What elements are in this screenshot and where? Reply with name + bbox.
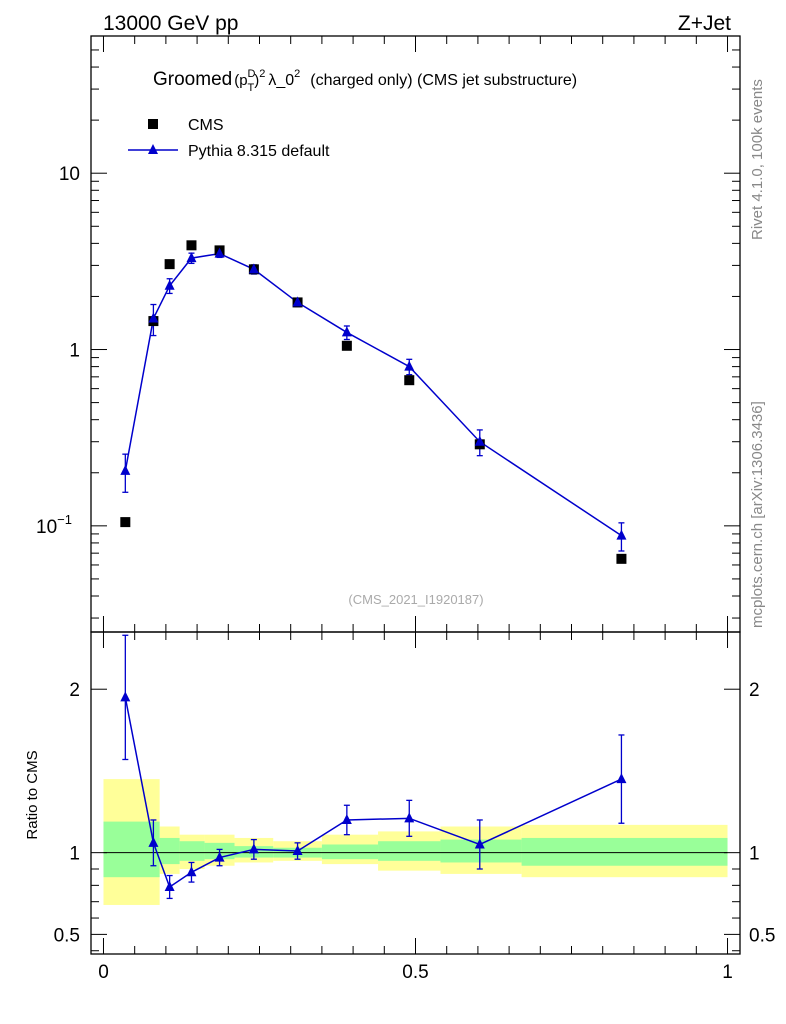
pythia-point [616, 529, 627, 540]
cms-point [404, 375, 415, 386]
ratio-point [148, 836, 159, 847]
ratio-band-inner [521, 837, 728, 866]
cms-point [164, 259, 175, 270]
legend-pythia-label: Pythia 8.315 default [188, 143, 330, 160]
ratio-ytick-label-right: 0.5 [749, 925, 775, 946]
ratio-point [404, 812, 415, 823]
ratio-xtick-label: 0.5 [402, 962, 428, 983]
cms-point [120, 517, 131, 528]
ratio-point [186, 866, 197, 877]
pythia-point [292, 296, 303, 307]
title-suffix: (charged only) (CMS jet substructure) [310, 72, 577, 89]
ratio-point [616, 773, 627, 784]
analysis-id: (CMS_2021_I1920187) [348, 592, 483, 607]
ratio-band-inner [440, 839, 522, 863]
ratio-ytick-label-left: 0.5 [54, 925, 80, 946]
ratio-panel: 0.5 0.5 1 1 2 2 0 0.5 1 [54, 631, 775, 983]
rivet-label: Rivet 4.1.0, 100k events [749, 79, 766, 240]
ratio-plot-content [120, 634, 627, 900]
ratio-bands [103, 779, 728, 905]
pythia-point [148, 312, 159, 323]
ratio-point [341, 813, 352, 824]
main-ytick-label-exp: −1 [57, 512, 72, 527]
ratio-band-inner [103, 821, 160, 878]
main-ytick-label-base: 10 [36, 517, 57, 538]
pythia-line [124, 252, 622, 537]
cms-point [186, 240, 197, 251]
cms-point [616, 553, 627, 564]
ratio-point [214, 851, 225, 862]
ratio-ytick-label-right: 2 [749, 680, 760, 701]
ratio-ytick-label-left: 2 [69, 680, 80, 701]
title-sup-2a: 2 [259, 68, 265, 80]
title-lambda: λ_0 [268, 72, 294, 89]
pythia-point [164, 279, 175, 290]
main-plot-content [120, 240, 627, 564]
header-energy: 13000 GeV pp [103, 12, 238, 35]
plot-title: Groomed (pD T)2 λ_02 (charged only) (CMS jet… [153, 68, 577, 94]
ratio-axis-ticks: 0.5 0.5 1 1 2 2 0 0.5 1 [54, 632, 775, 983]
ratio-ytick-label-left: 1 [69, 844, 80, 865]
title-sup-d: D [248, 68, 256, 80]
pythia-point [404, 360, 415, 371]
ratio-point [474, 838, 485, 849]
header-process: Z+Jet [678, 12, 731, 35]
pythia-point [341, 326, 352, 337]
pythia-point [120, 464, 131, 475]
legend: CMS Pythia 8.315 default [128, 117, 330, 160]
ratio-ylabel: Ratio to CMS [24, 750, 41, 839]
ratio-point [292, 845, 303, 856]
pythia-point [186, 252, 197, 263]
ratio-point [248, 843, 259, 854]
main-ytick-label: 1 [69, 341, 80, 362]
ratio-xtick-label: 1 [722, 962, 733, 983]
mcplots-label: mcplots.cern.ch [arXiv:1306.3436] [749, 401, 766, 628]
title-sub-t: T [248, 82, 255, 94]
ratio-frame [90, 631, 741, 955]
legend-cms-label: CMS [188, 117, 224, 134]
cms-point [341, 340, 352, 351]
legend-cms-marker [148, 119, 158, 129]
main-ytick-label: 10 [59, 164, 80, 185]
ratio-point [120, 691, 131, 702]
pythia-point [214, 247, 225, 258]
title-sup-2b: 2 [294, 68, 300, 80]
ratio-point [164, 880, 175, 891]
pythia-point [474, 435, 485, 446]
main-ytick-label: 10−1 [36, 512, 72, 538]
ratio-ytick-label-right: 1 [749, 844, 760, 865]
title-prefix: Groomed [153, 69, 232, 90]
ratio-band-inner [179, 841, 205, 861]
title-close: ) [254, 72, 259, 89]
ratio-xtick-label: 0 [98, 962, 109, 983]
legend-pythia-marker [148, 144, 158, 154]
pythia-point [248, 263, 259, 274]
ratio-band-inner [321, 844, 379, 860]
ratio-band-inner [378, 841, 441, 861]
title-p: (p [234, 72, 247, 89]
ratio-band-inner [159, 837, 180, 865]
